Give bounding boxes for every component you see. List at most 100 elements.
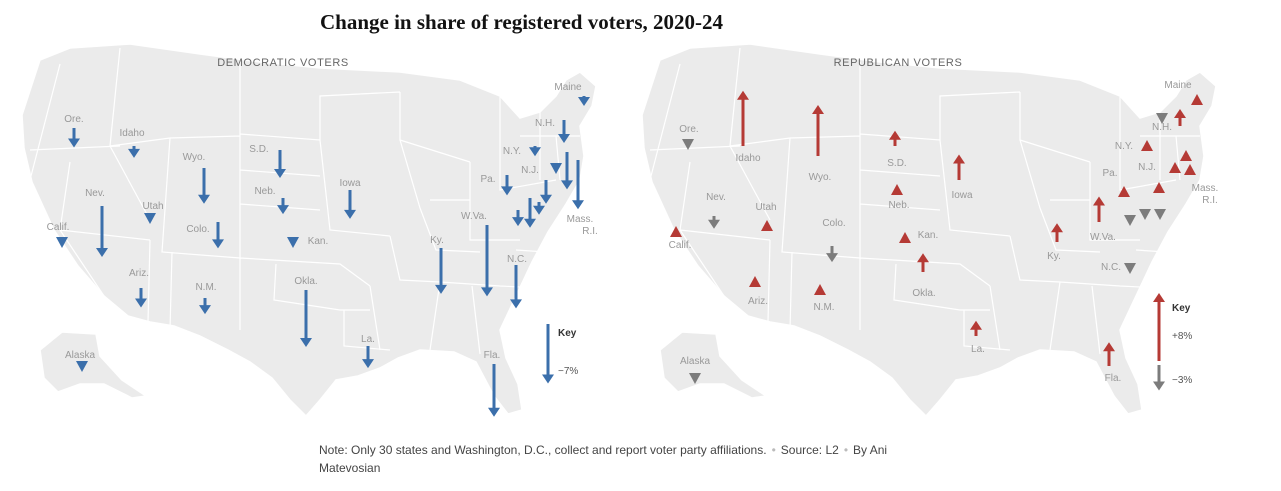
dem-pa-mark	[501, 175, 513, 196]
rep-utah-mark	[761, 220, 773, 231]
rep-r-i-mark	[1184, 164, 1196, 175]
rep-md-mark	[1139, 209, 1151, 220]
rep-conn-mark	[1180, 150, 1192, 161]
dem-s-d-label: S.D.	[249, 144, 268, 155]
note-text: Note: Only 30 states and Washington, D.C…	[319, 443, 767, 457]
democratic-key-arrow	[542, 324, 554, 384]
dem-mass-mark	[572, 160, 584, 210]
rep-idaho-mark	[737, 90, 749, 146]
dem-maine-label: Maine	[554, 82, 582, 93]
dem-idaho-label: Idaho	[119, 128, 144, 139]
dem-w-va-mark	[481, 225, 493, 297]
dem-r-i-mark	[561, 152, 573, 190]
rep-pa-label: Pa.	[1102, 168, 1117, 179]
dem-w-va-label: W.Va.	[461, 211, 487, 222]
dem-la-mark	[362, 346, 374, 369]
dem-conn-mark	[550, 163, 562, 174]
dem-colo-label: Colo.	[186, 224, 209, 235]
rep-n-m-mark	[814, 284, 826, 295]
dem-kan-label: Kan.	[308, 236, 329, 247]
rep-n-m-label: N.M.	[813, 302, 834, 313]
rep-la-label: La.	[971, 344, 985, 355]
rep-fla-label: Fla.	[1105, 373, 1122, 384]
rep-key-arrow-up-shape	[1153, 293, 1165, 361]
rep-n-h-mark	[1174, 109, 1186, 126]
dem-md-mark	[524, 198, 536, 228]
dem-nev-label: Nev.	[85, 188, 105, 199]
dem-wyo-mark	[198, 168, 210, 204]
dem-n-m-label: N.M.	[195, 282, 216, 293]
rep-n-y-label: N.Y.	[1115, 141, 1133, 152]
dem-r-i-label: R.I.	[582, 226, 598, 237]
footer-note: Note: Only 30 states and Washington, D.C…	[319, 443, 888, 475]
dem-ore-label: Ore.	[64, 114, 83, 125]
rep-n-c-label: N.C.	[1101, 262, 1121, 273]
dem-n-h-mark	[558, 120, 570, 143]
rep-kan-label: Kan.	[918, 230, 939, 241]
chart-title: Change in share of registered voters, 20…	[320, 10, 724, 34]
dem-n-y-label: N.Y.	[503, 146, 521, 157]
rep-neb-label: Neb.	[888, 200, 909, 211]
rep-la-mark	[970, 320, 982, 336]
dem-n-c-mark	[510, 265, 522, 309]
rep-ky-mark	[1051, 223, 1063, 242]
dem-alaska-mark	[76, 361, 88, 372]
rep-colo-label: Colo.	[822, 218, 845, 229]
rep-iowa-mark	[953, 154, 965, 180]
dem-neb-mark	[277, 198, 289, 215]
dem-kan-mark	[287, 237, 299, 248]
dem-n-j-mark	[540, 180, 552, 204]
rep-del-mark	[1154, 209, 1166, 220]
dem-fla-mark	[488, 364, 500, 417]
republican-key-arrow-increase	[1153, 293, 1165, 361]
dem-calif-label: Calif.	[47, 222, 70, 233]
dem-s-d-mark	[274, 150, 286, 179]
rep-alaska-mark	[689, 373, 701, 384]
democratic-key-title: Key	[558, 328, 577, 339]
rep-kan-mark	[899, 232, 911, 243]
dem-okla-label: Okla.	[294, 276, 317, 287]
rep-ore-label: Ore.	[679, 124, 698, 135]
dem-calif-mark	[56, 237, 68, 248]
rep-mass-label: Mass.	[1192, 183, 1219, 194]
rep-mass-mark	[1169, 162, 1181, 173]
rep-nev-mark	[708, 216, 720, 229]
rep-w-va-label: W.Va.	[1090, 232, 1116, 243]
rep-ariz-mark	[749, 276, 761, 287]
democratic-panel-heading: DEMOCRATIC VOTERS	[217, 57, 349, 69]
dem-utah-label: Utah	[142, 201, 163, 212]
rep-iowa-label: Iowa	[951, 190, 973, 201]
rep-nev-label: Nev.	[706, 192, 726, 203]
rep-n-y-mark	[1141, 140, 1153, 151]
dem-maine-mark	[578, 96, 590, 106]
rep-n-c-mark	[1124, 263, 1136, 274]
rep-calif-mark	[670, 226, 682, 237]
rep-w-va-mark	[1093, 196, 1105, 222]
rep-r-i-label: R.I.	[1202, 195, 1218, 206]
rep-okla-mark	[917, 253, 929, 272]
dem-del-mark	[533, 202, 545, 215]
democratic-key: Key −7%	[542, 324, 578, 384]
rep-utah-label: Utah	[755, 202, 776, 213]
dem-n-c-label: N.C.	[507, 254, 527, 265]
rep-n-h-label: N.H.	[1152, 122, 1172, 133]
dem-ariz-mark	[135, 288, 147, 308]
dem-key-arrow-shape	[542, 324, 554, 384]
republican-panel-heading: REPUBLICAN VOTERS	[834, 57, 963, 69]
rep-maine-mark	[1191, 94, 1203, 105]
rep-s-d-mark	[889, 130, 901, 146]
rep-s-d-label: S.D.	[887, 158, 906, 169]
rep-ariz-label: Ariz.	[748, 296, 768, 307]
dem-d-c-mark	[512, 210, 524, 227]
dem-okla-mark	[300, 290, 312, 347]
dem-alaska-label: Alaska	[65, 350, 95, 361]
republican-key: Key +8% −3%	[1153, 293, 1192, 391]
rep-idaho-label: Idaho	[735, 153, 760, 164]
dem-mass-label: Mass.	[567, 214, 594, 225]
byline-text: By Ani Matevosian	[319, 443, 888, 475]
rep-ore-mark	[682, 139, 694, 150]
democratic-map-base	[21, 43, 597, 417]
dem-ore-mark	[68, 128, 80, 148]
dem-iowa-label: Iowa	[339, 178, 361, 189]
